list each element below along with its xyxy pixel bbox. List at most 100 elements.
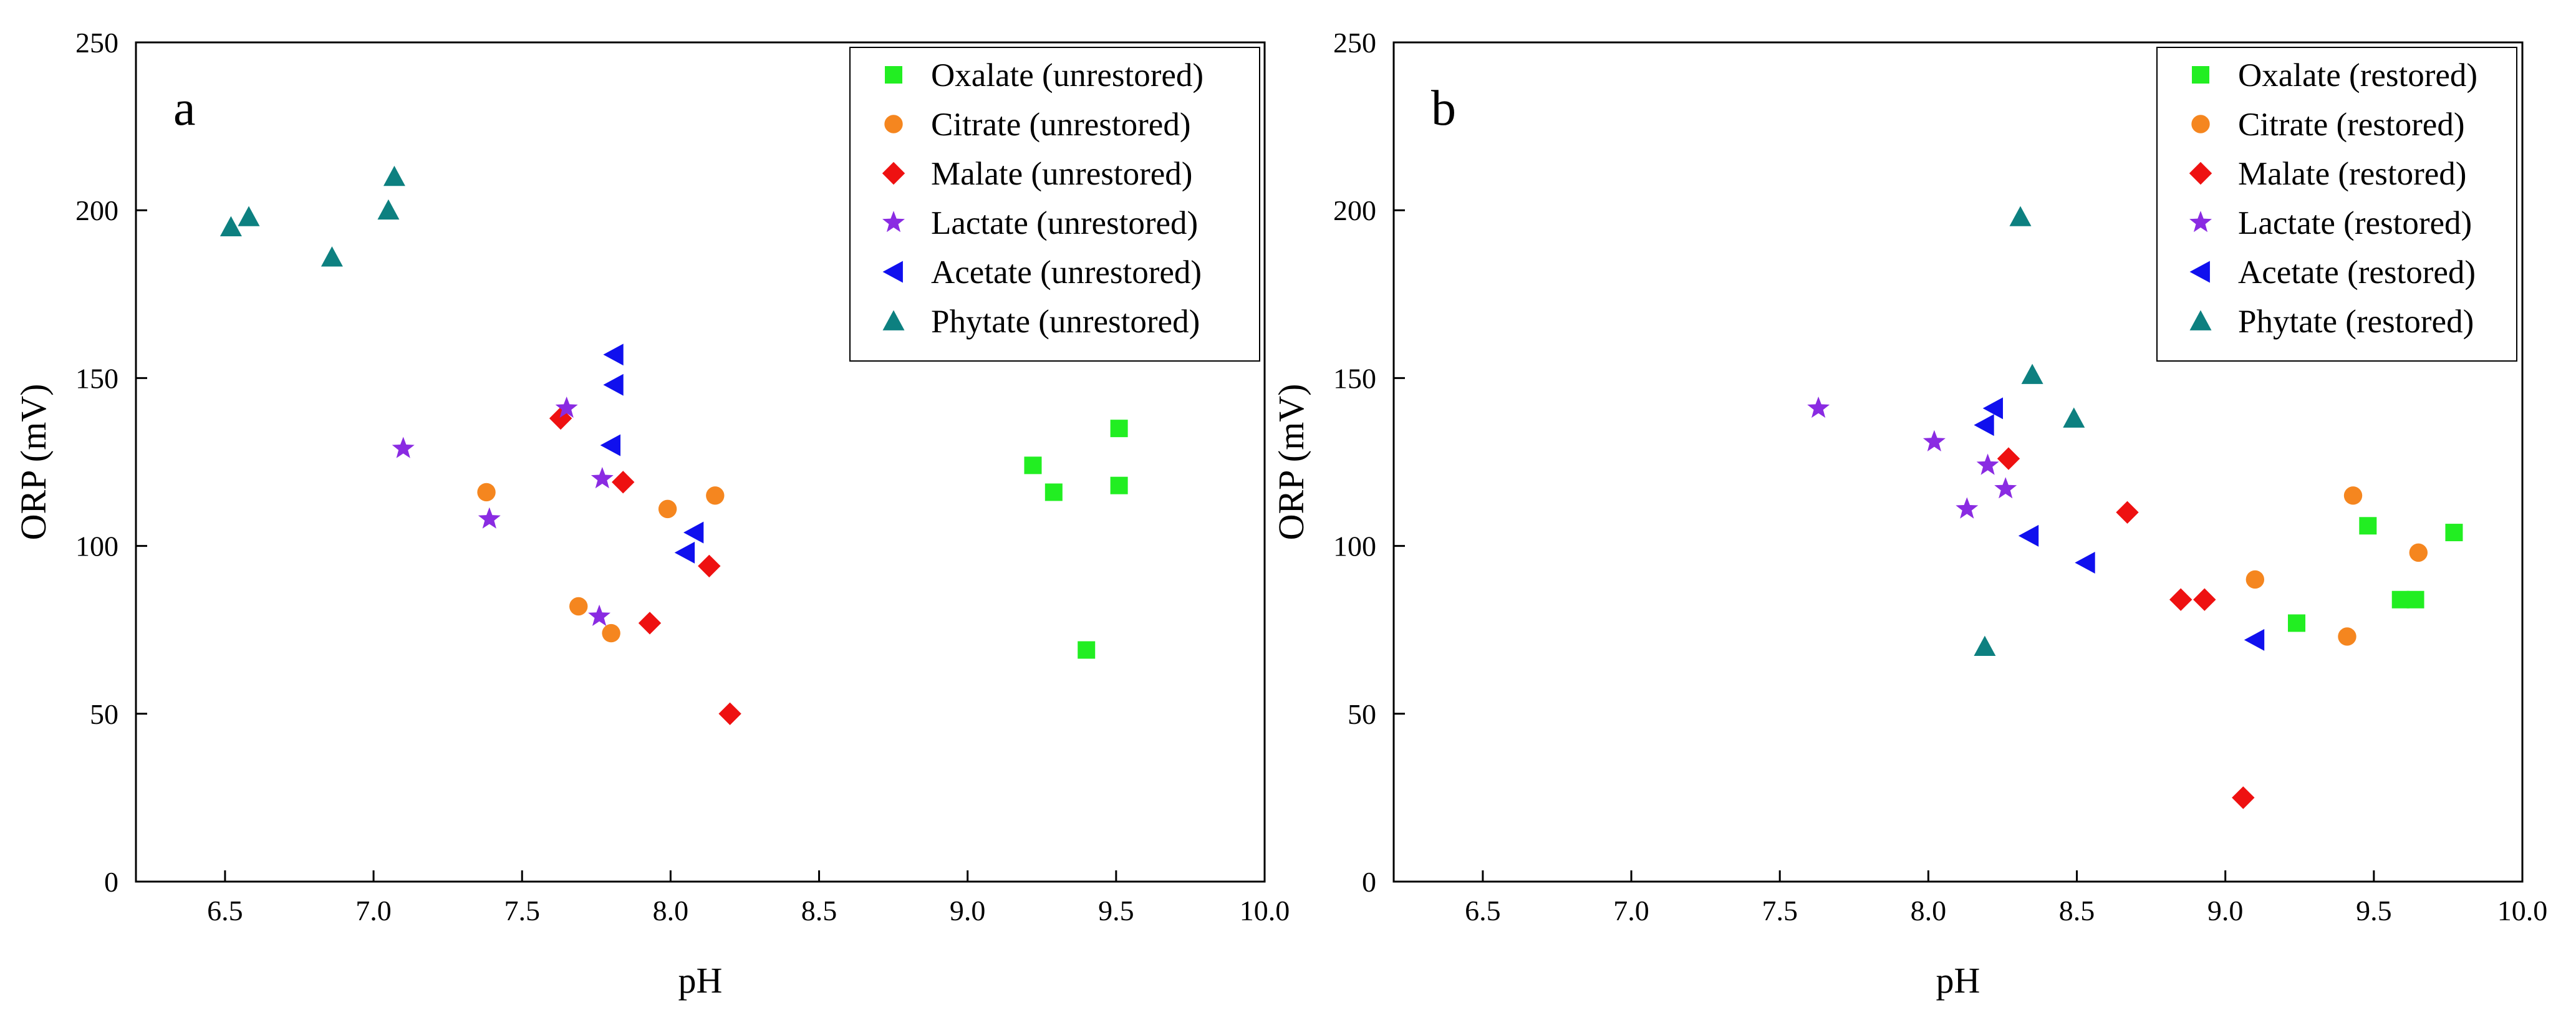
legend-marker-lactate [882,211,905,233]
data-point-oxalate [1024,456,1042,474]
legend-box [849,47,1260,362]
series-acetate [1974,397,2265,651]
data-point-acetate [603,344,624,366]
data-point-citrate [2246,570,2265,589]
y-axis: 0 50 100 150 200 250 [75,27,147,898]
data-point-oxalate [2391,590,2410,609]
x-tick-label: 6.5 [207,895,243,926]
x-tick-label: 9.0 [950,895,986,926]
data-point-malate [2116,501,2139,524]
data-point-acetate [600,434,620,456]
data-point-lactate [1922,430,1946,451]
legend-marker-oxalate [2192,66,2209,84]
data-point-lactate [1956,497,1979,519]
data-point-acetate [2244,628,2265,651]
y-tick-label: 50 [90,698,118,730]
x-axis-title: pH [1936,960,1980,1001]
data-point-phytate [383,165,405,186]
data-point-acetate [603,373,624,396]
legend-marker-acetate [2189,261,2210,283]
legend-marker-phytate [882,310,905,330]
legend-label: Oxalate (unrestored) [931,57,1204,94]
data-point-malate [1997,447,2020,470]
legend-label: Citrate (unrestored) [931,107,1190,143]
legend-marker-malate [2189,161,2212,185]
x-axis-title: pH [678,960,723,1001]
series-oxalate [2288,517,2463,632]
x-tick-label: 9.0 [2207,895,2244,926]
legend-label: Malate (restored) [2238,156,2466,192]
x-tick-label: 7.0 [355,895,392,926]
x-axis: 6.5 7.0 7.5 8.0 8.5 9.0 9.5 10.0 [1465,870,2547,926]
legend-label: Phytate (unrestored) [931,304,1200,340]
legend-label: Citrate (restored) [2238,107,2464,143]
plot-frame [135,41,1266,883]
data-point-acetate [1974,414,1994,436]
y-axis-title: ORP (mV) [1271,384,1311,541]
data-point-citrate [706,486,725,505]
y-tick-label: 100 [75,531,118,562]
y-axis-title: ORP (mV) [13,384,54,541]
y-tick-label: 250 [1333,27,1376,59]
x-tick-label: 9.5 [1098,895,1134,926]
x-axis: 6.5 7.0 7.5 8.0 8.5 9.0 9.5 10.0 [207,870,1290,926]
data-point-oxalate [2445,524,2463,542]
y-tick-label: 0 [104,866,118,898]
data-point-malate [638,612,662,635]
data-point-citrate [2343,486,2363,505]
y-tick-label: 0 [1362,866,1376,898]
data-point-oxalate [1044,483,1063,501]
data-point-oxalate [1110,476,1128,494]
data-point-phytate [2063,407,2085,428]
data-point-phytate [2009,206,2032,226]
data-point-malate [2169,588,2192,611]
legend: Oxalate (unrestored) Citrate (unrestored)… [849,47,1260,362]
data-point-lactate [478,507,501,529]
data-point-oxalate [2288,614,2305,632]
data-point-lactate [1976,453,1999,475]
data-point-acetate [674,541,695,564]
data-point-oxalate [1110,420,1128,438]
data-point-malate [718,702,741,725]
y-tick-label: 50 [1348,698,1376,730]
legend-marker-citrate [2191,115,2210,133]
data-point-phytate [321,246,343,267]
x-tick-label: 10.0 [2497,895,2548,926]
legend-label: Oxalate (restored) [2238,57,2477,94]
legend-marker-citrate [884,115,903,133]
series-malate [549,407,741,725]
data-point-phytate [1974,635,1996,656]
legend-box [2156,47,2517,362]
y-tick-label: 200 [1333,195,1376,226]
data-point-lactate [1807,397,1830,418]
y-tick-label: 200 [75,195,118,226]
legend-label: Lactate (unrestored) [931,205,1198,241]
y-tick-label: 250 [75,27,118,59]
data-point-acetate [1982,397,2003,420]
series-lactate [392,397,614,626]
data-point-phytate [238,206,260,226]
data-point-acetate [683,521,704,544]
series-phytate [1974,206,2085,656]
x-tick-label: 6.5 [1465,895,1501,926]
legend-marker-acetate [882,261,903,283]
x-tick-label: 8.5 [801,895,837,926]
data-point-phytate [219,216,242,236]
series-acetate [600,344,704,564]
series-phytate [219,165,405,267]
y-tick-label: 150 [1333,362,1376,394]
data-point-acetate [2075,552,2095,574]
legend-label: Lactate (restored) [2238,205,2472,241]
data-point-citrate [477,483,496,502]
x-tick-label: 8.0 [1911,895,1947,926]
data-point-malate [2193,588,2216,611]
y-tick-label: 150 [75,362,118,394]
y-axis: 0 50 100 150 200 250 [1333,27,1405,898]
data-point-citrate [658,499,677,519]
data-point-citrate [2338,627,2357,646]
x-tick-label: 7.5 [504,895,540,926]
data-point-citrate [2409,543,2428,562]
data-point-lactate [591,467,614,489]
